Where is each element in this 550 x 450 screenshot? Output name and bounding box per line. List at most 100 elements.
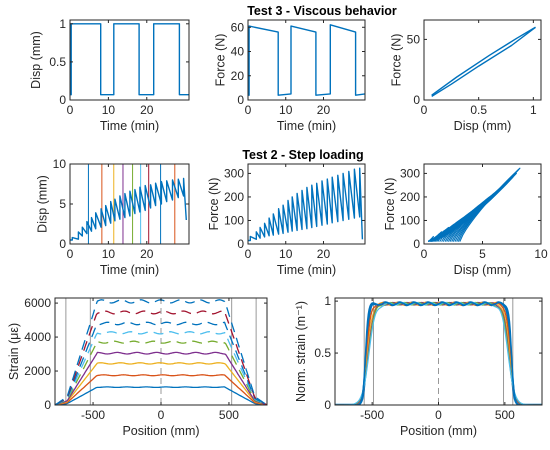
strain-level-curve	[55, 362, 267, 405]
x-tick-label: 0.5	[470, 103, 487, 117]
y-tick-label: 20	[231, 69, 245, 83]
y-axis-label: Force (N)	[383, 178, 397, 231]
x-tick-label: 500	[219, 408, 239, 422]
y-tick-label: 200	[224, 190, 244, 204]
x-axis-label: Time (min)	[277, 263, 336, 277]
strain-level-curve	[55, 374, 267, 405]
test3-displacement-time-plot: 0 10 20 0 0.5 1 Time (min) Disp (mm)	[29, 17, 190, 133]
x-axis-label: Position (mm)	[400, 424, 477, 438]
y-tick-label: 300	[400, 166, 420, 180]
normalized-strain-curve	[335, 301, 542, 405]
y-axis-label: Disp (mm)	[36, 175, 50, 233]
x-tick-label: 20	[140, 247, 154, 261]
plot-area	[70, 164, 187, 244]
normalized-strain-curve	[335, 301, 542, 405]
test3-force-time-plot: 0 10 20 0 20 40 60 Time (min) Force (N)	[214, 19, 366, 133]
x-tick-label: 20	[317, 247, 331, 261]
x-tick-label: 10	[102, 103, 116, 117]
y-tick-label: 5	[59, 197, 66, 211]
y-tick-label: 4000	[24, 330, 51, 344]
y-tick-label: 50	[407, 32, 421, 46]
test3-force-displacement-plot: 0 0.5 1 0 50 Disp (mm) Force (N)	[390, 19, 542, 133]
x-tick-label: 5	[479, 247, 486, 261]
x-tick-label: 0	[158, 408, 165, 422]
y-tick-label: 300	[224, 166, 244, 180]
x-tick-label: 0	[421, 103, 428, 117]
x-tick-label: 0	[421, 247, 428, 261]
y-tick-label: 40	[231, 45, 245, 59]
x-axis-label: Time (min)	[100, 263, 159, 277]
y-tick-label: 1	[59, 17, 66, 31]
data-series-line	[248, 167, 364, 242]
x-tick-label: -500	[81, 408, 105, 422]
y-tick-label: 2000	[24, 364, 51, 378]
y-tick-label: 100	[400, 213, 420, 227]
data-series-line	[70, 23, 189, 96]
y-tick-label: 0	[413, 237, 420, 251]
plot-area	[55, 298, 267, 405]
axes-frame	[69, 19, 190, 101]
y-tick-label: 0	[44, 398, 51, 412]
x-tick-label: -500	[360, 408, 384, 422]
y-tick-label: 0	[413, 93, 420, 107]
data-series-line	[248, 24, 365, 96]
y-tick-label: 200	[400, 190, 420, 204]
plot-area	[248, 167, 364, 242]
axes-frame	[247, 163, 366, 245]
x-tick-label: 10	[102, 247, 116, 261]
strain-level-curve	[55, 331, 267, 405]
plot-area	[335, 298, 542, 405]
y-axis-label: Disp (mm)	[29, 31, 43, 89]
y-tick-label: 0	[59, 237, 66, 251]
y-tick-label: 6000	[24, 296, 51, 310]
x-tick-label: 20	[317, 103, 331, 117]
x-tick-label: 500	[495, 408, 515, 422]
y-tick-label: 0	[237, 93, 244, 107]
x-tick-label: 10	[279, 247, 293, 261]
y-tick-label: 0	[324, 398, 331, 412]
x-tick-label: 20	[140, 103, 154, 117]
y-tick-label: 0.5	[49, 55, 66, 69]
y-tick-label: 100	[224, 213, 244, 227]
test2-title: Test 2 - Step loading	[242, 148, 363, 162]
x-tick-label: 10	[279, 103, 293, 117]
strain-level-curve	[55, 340, 267, 405]
x-tick-label: 0	[245, 247, 252, 261]
strain-profile-plot: -500 0 500 0 2000 4000 6000 Position (mm) Strain…	[7, 296, 268, 438]
y-axis-label: Force (N)	[214, 34, 228, 87]
x-axis-label: Time (min)	[277, 119, 336, 133]
plot-area	[248, 24, 365, 96]
x-tick-label: 0	[67, 247, 74, 261]
strain-level-curve	[55, 351, 267, 405]
x-axis-label: Time (min)	[100, 119, 159, 133]
plot-area	[427, 167, 521, 242]
test2-displacement-time-plot: 0 10 20 0 5 10 Time (min) Disp (mm)	[36, 157, 190, 277]
y-tick-label: 0	[237, 237, 244, 251]
y-tick-label: 0	[59, 93, 66, 107]
x-axis-label: Position (mm)	[122, 424, 199, 438]
data-series-line	[70, 177, 187, 241]
plot-area	[431, 26, 536, 97]
x-tick-label: 1	[530, 103, 537, 117]
x-axis-label: Disp (mm)	[454, 119, 512, 133]
test3-title: Test 3 - Viscous behavior	[247, 4, 397, 18]
y-tick-label: 0.5	[314, 346, 331, 360]
x-tick-label: 0	[435, 408, 442, 422]
x-axis-label: Disp (mm)	[454, 263, 512, 277]
axes-frame	[247, 19, 366, 101]
y-axis-label: Force (N)	[207, 178, 221, 231]
x-tick-label: 0	[245, 103, 252, 117]
y-tick-label: 60	[231, 20, 245, 34]
strain-level-curve	[55, 321, 267, 405]
x-tick-label: 0	[67, 103, 74, 117]
strain-level-curve	[55, 310, 267, 405]
normalized-strain-plot: -500 0 500 0 0.5 1 Position (mm) Norm. strain (…	[294, 294, 543, 438]
strain-level-curve	[55, 386, 267, 405]
y-axis-label: Force (N)	[390, 34, 404, 87]
x-tick-label: 10	[534, 247, 548, 261]
data-series-line	[431, 26, 536, 97]
y-axis-label: Strain (με)	[7, 323, 21, 380]
